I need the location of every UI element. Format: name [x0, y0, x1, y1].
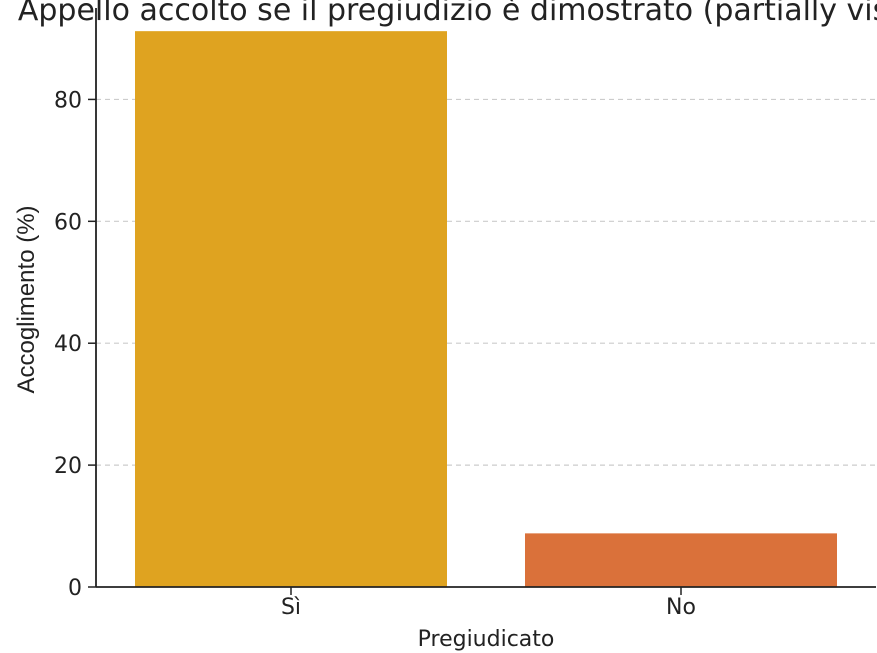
x-tick-label-1: Sì — [281, 595, 301, 620]
x-axis-label: Pregiudicato — [418, 627, 555, 652]
y-axis-label: Accoglimento (%) — [13, 205, 40, 393]
bars — [135, 31, 837, 588]
y-tick-label-0: 0 — [68, 576, 82, 601]
x-ticks: Sì No — [281, 587, 696, 620]
x-tick-label-2: No — [666, 595, 696, 620]
y-tick-label-60: 60 — [54, 210, 82, 235]
bar-2 — [525, 533, 837, 587]
y-tick-label-20: 20 — [54, 454, 82, 479]
y-tick-label-40: 40 — [54, 332, 82, 357]
y-ticks: 0 20 40 60 80 — [54, 88, 96, 601]
bar-1 — [135, 31, 447, 588]
y-tick-label-80: 80 — [54, 88, 82, 113]
chart-title: Appello accolto se il pregiudizio è dimo… — [18, 0, 877, 28]
